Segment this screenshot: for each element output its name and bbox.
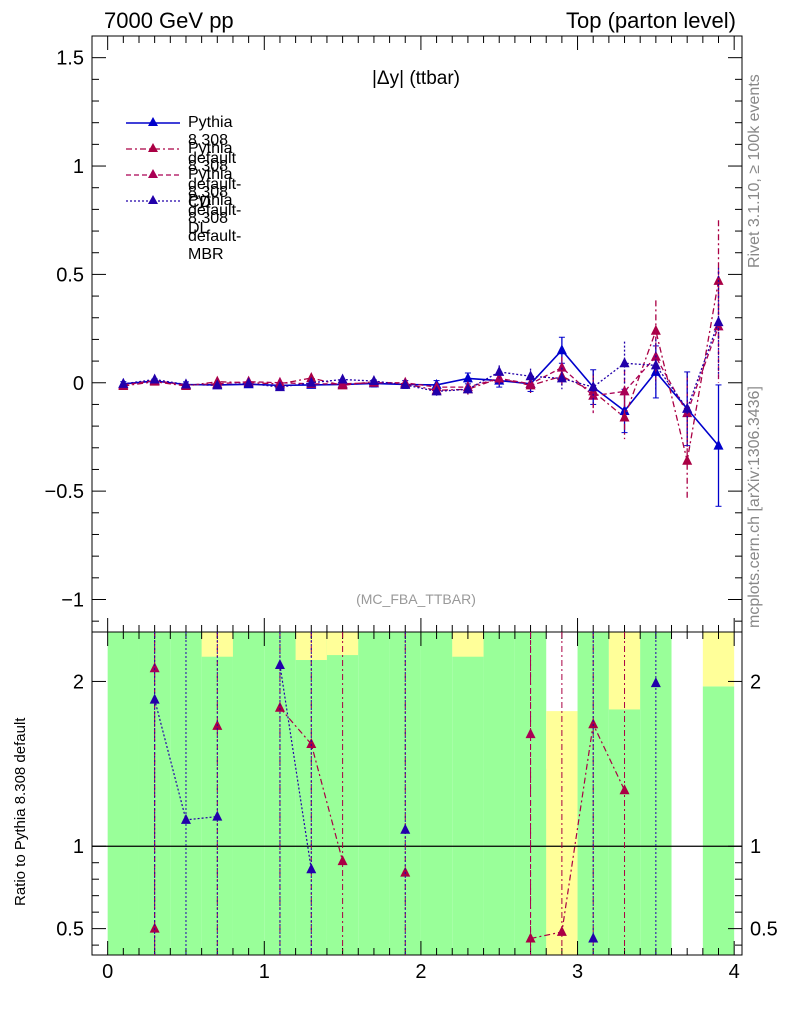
series-line-1 xyxy=(123,280,720,461)
header-process-label: Top (parton level) xyxy=(566,8,736,33)
data-point xyxy=(619,411,630,422)
y-tick-label: 0.5 xyxy=(56,264,84,286)
ratio-point xyxy=(274,658,285,669)
x-tick-label: 0 xyxy=(102,961,113,983)
y-tick-label: −0.5 xyxy=(45,481,84,503)
data-point xyxy=(682,454,693,465)
data-point xyxy=(556,372,567,383)
data-point xyxy=(713,439,724,450)
data-point xyxy=(525,370,536,381)
rivet-version-label: Rivet 3.1.10, ≥ 100k events xyxy=(746,74,763,268)
data-point xyxy=(274,381,285,392)
ratio-band-green xyxy=(702,686,735,955)
y-tick-label: −1 xyxy=(61,589,84,611)
legend-label-dl: Pythia 8.308 default-DL xyxy=(188,166,242,237)
data-point xyxy=(619,357,630,368)
ratio-band-green xyxy=(420,632,453,955)
ratio-point xyxy=(149,693,160,704)
ratio-point xyxy=(400,823,411,834)
ratio-line-2 xyxy=(279,664,312,870)
data-point xyxy=(713,316,724,327)
y-tick-label: 1 xyxy=(73,156,84,178)
ratio-y-tick-label-right: 1 xyxy=(750,836,761,858)
ratio-y-axis-label: Ratio to Pythia 8.308 default xyxy=(12,717,29,906)
ratio-point xyxy=(588,932,599,943)
data-point xyxy=(462,372,473,383)
data-point xyxy=(149,373,160,384)
data-point xyxy=(619,385,630,396)
series-line-2 xyxy=(123,326,720,415)
ratio-y-tick-label-right: 2 xyxy=(750,671,761,693)
ratio-y-tick-label: 0.5 xyxy=(56,919,84,941)
data-point xyxy=(431,385,442,396)
data-point xyxy=(368,375,379,386)
data-point xyxy=(212,379,223,390)
legend-label-mbr: Pythia 8.308 default-MBR xyxy=(188,192,242,263)
ratio-point xyxy=(212,810,223,821)
data-point xyxy=(682,402,693,413)
ratio-band-green xyxy=(326,632,359,955)
ratio-band-yellow xyxy=(702,632,735,687)
data-point xyxy=(180,378,191,389)
ratio-point xyxy=(400,866,411,877)
series-line-0 xyxy=(123,349,720,447)
chart-title: |Δy| (ttbar) xyxy=(371,68,460,89)
ratio-point xyxy=(149,922,160,933)
data-point xyxy=(337,373,348,384)
x-tick-label: 1 xyxy=(259,961,270,983)
data-point xyxy=(306,376,317,387)
x-tick-label: 2 xyxy=(415,961,426,983)
data-point xyxy=(118,377,129,388)
y-tick-label: 1.5 xyxy=(56,48,84,70)
ratio-line-2 xyxy=(154,699,218,821)
ratio-band-green xyxy=(483,632,515,955)
data-point xyxy=(525,377,536,388)
ratio-band-green xyxy=(107,632,139,955)
data-point xyxy=(462,383,473,394)
legend-label-default: Pythia 8.308 default xyxy=(188,114,237,167)
ratio-y-tick-label-right: 0.5 xyxy=(750,919,778,941)
data-point xyxy=(650,359,661,370)
data-point xyxy=(400,378,411,389)
ratio-y-tick-label: 2 xyxy=(73,671,84,693)
header-beam-label: 7000 GeV pp xyxy=(104,8,234,33)
data-point xyxy=(556,361,567,372)
source-label: mcplots.cern.ch [arXiv:1306.3436] xyxy=(746,386,763,628)
ratio-point xyxy=(525,728,536,739)
ratio-point xyxy=(306,738,317,749)
ratio-point xyxy=(180,813,191,824)
ratio-line-0 xyxy=(530,722,626,940)
series-line-3 xyxy=(123,321,720,411)
ratio-point xyxy=(650,677,661,688)
ratio-band-green xyxy=(452,632,484,955)
ratio-band-green xyxy=(358,632,390,955)
ratio-point xyxy=(274,701,285,712)
ratio-plot-frame xyxy=(91,631,743,956)
analysis-annotation: (MC_FBA_TTBAR) xyxy=(356,591,476,607)
ratio-point xyxy=(619,784,630,795)
data-point xyxy=(494,365,505,376)
legend-label-cd: Pythia 8.308 default-CD xyxy=(188,140,242,211)
data-point xyxy=(588,381,599,392)
data-point xyxy=(556,344,567,355)
ratio-y-tick-label: 1 xyxy=(73,836,84,858)
ratio-point xyxy=(149,662,160,673)
y-tick-label: 0 xyxy=(73,373,84,395)
x-tick-label: 3 xyxy=(572,961,583,983)
ratio-band-green xyxy=(232,632,265,955)
ratio-band-yellow xyxy=(326,632,359,656)
data-point xyxy=(243,377,254,388)
x-tick-label: 4 xyxy=(729,961,740,983)
